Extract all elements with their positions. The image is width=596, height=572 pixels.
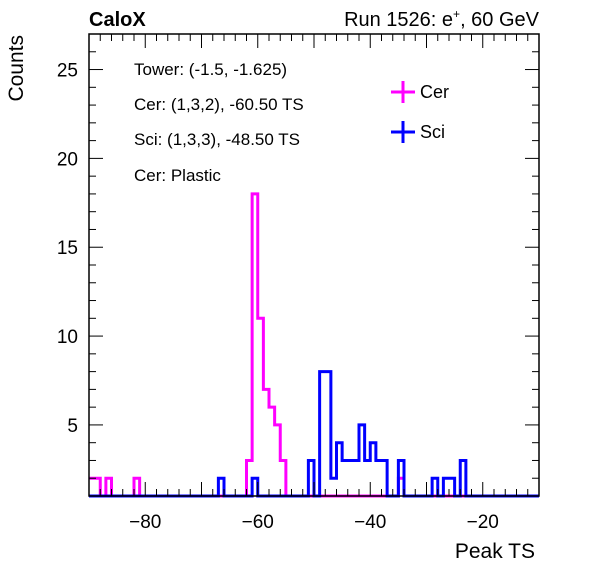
info-line-sci: Sci: (1,3,3), -48.50 TS xyxy=(134,130,300,149)
bin-sci-20 xyxy=(460,460,466,496)
x-tick-label-3: −20 xyxy=(467,512,499,533)
bin-sci-18 xyxy=(449,478,455,496)
bin-sci-14 xyxy=(382,460,388,496)
run-label: Run 1526: e+, 60 GeV xyxy=(344,7,540,31)
bin-cer-11 xyxy=(280,460,286,496)
bin-sci-16 xyxy=(432,478,438,496)
bin-sci-1 xyxy=(252,478,258,496)
x-axis-title: Peak TS xyxy=(455,540,535,563)
chart-title-calox: CaloX xyxy=(89,9,146,31)
x-tick-label-0: −80 xyxy=(129,512,161,533)
bin-sci-7 xyxy=(342,460,348,496)
bin-cer-4 xyxy=(134,478,140,496)
bin-sci-8 xyxy=(348,460,354,496)
bin-sci-4 xyxy=(325,372,331,496)
bin-cer-7 xyxy=(258,318,264,496)
info-line-material: Cer: Plastic xyxy=(134,166,221,185)
y-tick-label-0: 5 xyxy=(67,416,78,437)
bin-sci-10 xyxy=(359,425,365,496)
legend-cer-label: Cer xyxy=(420,82,449,102)
bin-cer-6 xyxy=(252,194,258,496)
y-tick-label-3: 20 xyxy=(57,149,78,170)
bin-sci-17 xyxy=(443,478,449,496)
legend-sci-label: Sci xyxy=(420,122,445,142)
y-axis-title: Counts xyxy=(5,35,28,102)
tick-layer: −80 −60 −40 −20 5 10 15 20 25 xyxy=(57,33,540,533)
run-label-prefix: Run 1526: e xyxy=(344,9,453,31)
bin-cer-9 xyxy=(269,407,275,496)
y-tick-label-4: 25 xyxy=(57,61,78,82)
y-tick-label-1: 10 xyxy=(57,327,78,348)
bin-cer-1 xyxy=(95,478,101,496)
bin-cer-3 xyxy=(106,478,112,496)
bin-cer-8 xyxy=(263,389,269,496)
bin-sci-11 xyxy=(365,460,371,496)
bin-cer-10 xyxy=(275,425,281,496)
bin-sci-12 xyxy=(370,443,376,496)
bin-sci-3 xyxy=(320,372,326,496)
bin-sci-9 xyxy=(353,460,359,496)
legend: Cer Sci xyxy=(391,81,449,143)
bin-sci-6 xyxy=(337,443,343,496)
run-label-suffix: , 60 GeV xyxy=(460,9,540,31)
bin-cer-0 xyxy=(89,478,95,496)
x-tick-label-1: −60 xyxy=(242,512,274,533)
run-label-sup: + xyxy=(453,7,460,21)
info-line-tower: Tower: (-1.5, -1.625) xyxy=(134,60,287,79)
bin-sci-0 xyxy=(218,478,224,496)
bin-sci-15 xyxy=(398,460,404,496)
bin-sci-13 xyxy=(376,460,382,496)
bin-sci-5 xyxy=(331,478,337,496)
y-tick-label-2: 15 xyxy=(57,238,78,259)
info-line-cer: Cer: (1,3,2), -60.50 TS xyxy=(134,95,304,114)
x-tick-label-2: −40 xyxy=(354,512,386,533)
bin-sci-2 xyxy=(308,460,314,496)
